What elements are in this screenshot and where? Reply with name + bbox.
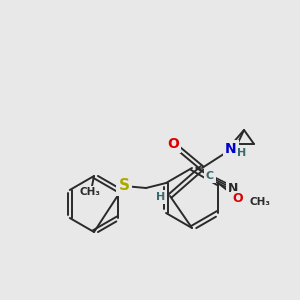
Text: H: H	[237, 148, 247, 158]
Text: H: H	[156, 192, 166, 202]
Text: O: O	[167, 137, 179, 151]
Text: O: O	[233, 193, 243, 206]
Text: C: C	[206, 171, 214, 181]
Text: CH₃: CH₃	[250, 197, 271, 207]
Text: S: S	[118, 178, 130, 194]
Text: N: N	[228, 182, 238, 194]
Text: N: N	[225, 142, 237, 156]
Text: CH₃: CH₃	[80, 187, 100, 197]
